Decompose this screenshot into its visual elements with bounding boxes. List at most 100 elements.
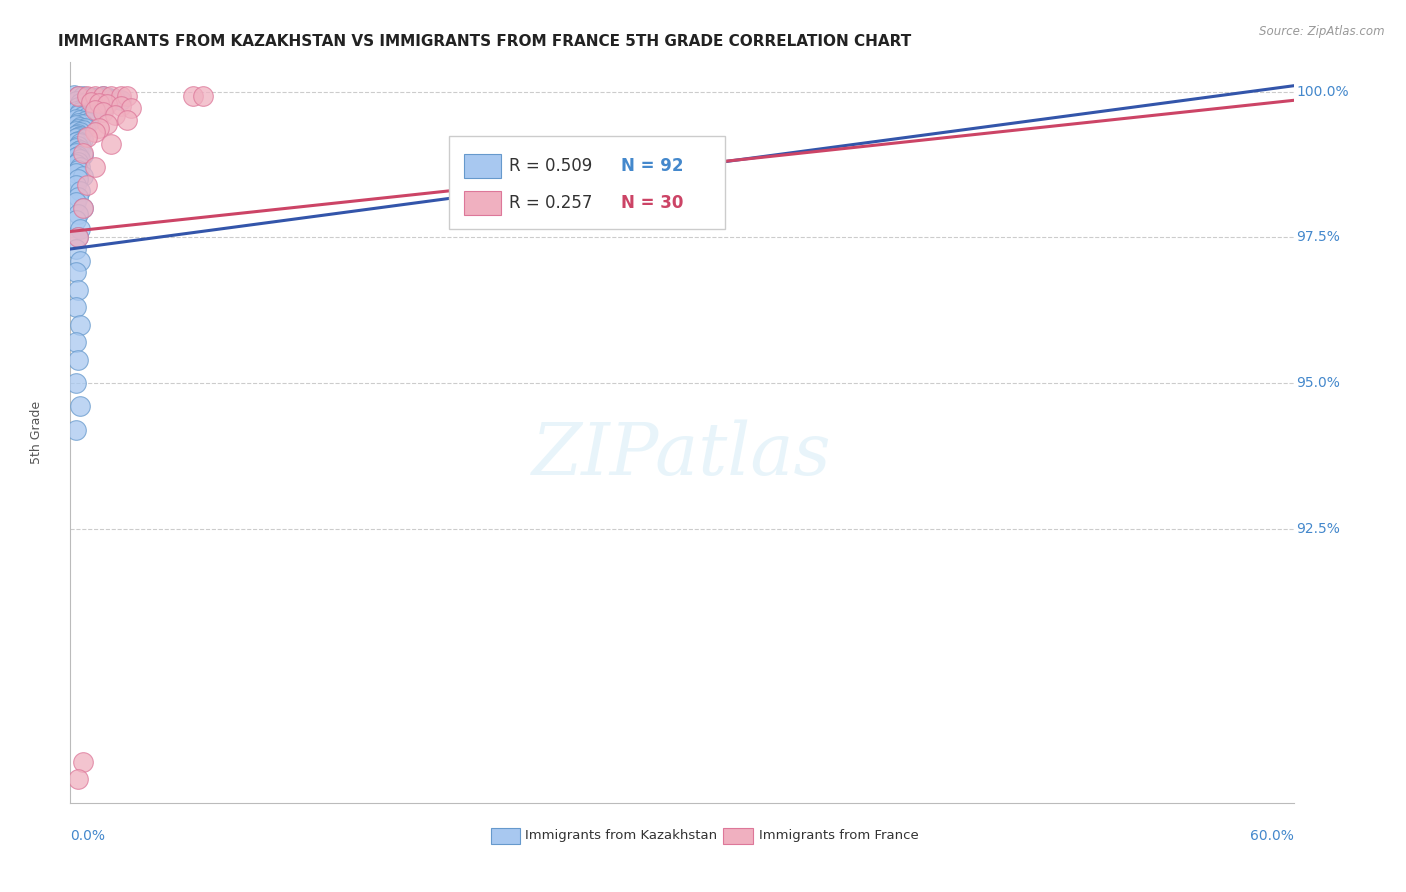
Point <box>72 169 94 183</box>
Point <box>65 157 87 171</box>
Point <box>96 90 118 104</box>
FancyBboxPatch shape <box>464 191 501 215</box>
Point <box>82 107 104 121</box>
Point <box>67 130 90 145</box>
Point <box>91 105 114 120</box>
Point <box>72 132 94 146</box>
Point <box>65 195 87 210</box>
Point <box>67 230 90 244</box>
Point <box>76 178 98 192</box>
Text: 97.5%: 97.5% <box>1296 230 1340 244</box>
Point <box>121 101 143 115</box>
Point <box>87 120 110 135</box>
Point <box>72 89 94 103</box>
Point <box>72 145 94 160</box>
Point <box>67 139 90 153</box>
Point <box>104 108 127 122</box>
Point <box>65 112 87 126</box>
Point <box>79 103 103 117</box>
Text: ZIPatlas: ZIPatlas <box>531 419 832 490</box>
Point <box>67 283 90 297</box>
Point <box>73 105 96 120</box>
Point <box>100 92 122 106</box>
Point <box>65 242 87 256</box>
Point <box>67 163 90 178</box>
Point <box>65 300 87 314</box>
Point <box>72 755 94 769</box>
FancyBboxPatch shape <box>724 828 752 844</box>
Point <box>69 128 91 143</box>
Point <box>65 128 87 142</box>
Point <box>67 100 90 114</box>
Point <box>69 152 91 166</box>
Point <box>87 90 110 104</box>
Point <box>67 127 90 141</box>
Point <box>72 201 94 215</box>
Point <box>67 207 90 221</box>
FancyBboxPatch shape <box>464 154 501 178</box>
Point <box>69 400 91 414</box>
Point <box>69 253 91 268</box>
Point <box>79 111 103 125</box>
Point <box>96 117 118 131</box>
Text: Source: ZipAtlas.com: Source: ZipAtlas.com <box>1260 25 1385 38</box>
Point <box>86 98 108 112</box>
Point <box>73 113 96 128</box>
Point <box>117 88 139 103</box>
Point <box>69 112 91 127</box>
Point <box>76 130 98 145</box>
Point <box>91 88 114 103</box>
Point <box>67 230 90 244</box>
Point <box>65 423 87 437</box>
Point <box>65 212 87 227</box>
Point <box>110 93 132 107</box>
Point <box>72 201 94 215</box>
Point <box>76 88 98 103</box>
Point <box>65 131 87 145</box>
Point <box>65 95 87 109</box>
Point <box>90 98 112 112</box>
Point <box>67 88 90 103</box>
Point <box>100 136 122 151</box>
Point <box>65 150 87 164</box>
Point <box>117 112 139 127</box>
Text: Immigrants from France: Immigrants from France <box>759 829 918 842</box>
Point <box>65 124 87 138</box>
Point <box>67 189 90 203</box>
Point <box>69 184 91 198</box>
Point <box>73 96 96 111</box>
Text: 0.0%: 0.0% <box>70 829 105 843</box>
Point <box>65 265 87 279</box>
Point <box>65 166 87 180</box>
Point <box>94 99 117 113</box>
Point <box>77 115 100 129</box>
Point <box>76 102 98 116</box>
Point <box>67 772 90 787</box>
Point <box>65 119 87 133</box>
FancyBboxPatch shape <box>491 828 520 844</box>
Text: 5th Grade: 5th Grade <box>30 401 42 464</box>
Point <box>110 88 132 103</box>
Point <box>65 103 87 118</box>
Point <box>77 96 100 111</box>
Point <box>83 91 105 105</box>
Point <box>67 122 90 136</box>
Text: N = 30: N = 30 <box>621 194 683 212</box>
Point <box>83 161 105 175</box>
FancyBboxPatch shape <box>450 136 724 229</box>
Point <box>65 135 87 149</box>
Point <box>69 105 91 120</box>
Point <box>72 101 94 115</box>
Text: 60.0%: 60.0% <box>1250 829 1294 843</box>
Point <box>73 120 96 135</box>
Point <box>91 88 114 103</box>
Point <box>76 110 98 124</box>
Point <box>96 97 118 112</box>
Point <box>65 335 87 350</box>
Point <box>83 88 105 103</box>
Point <box>82 97 104 112</box>
Point <box>77 106 100 120</box>
Point <box>191 88 214 103</box>
Point <box>181 88 204 103</box>
Point <box>104 92 127 106</box>
